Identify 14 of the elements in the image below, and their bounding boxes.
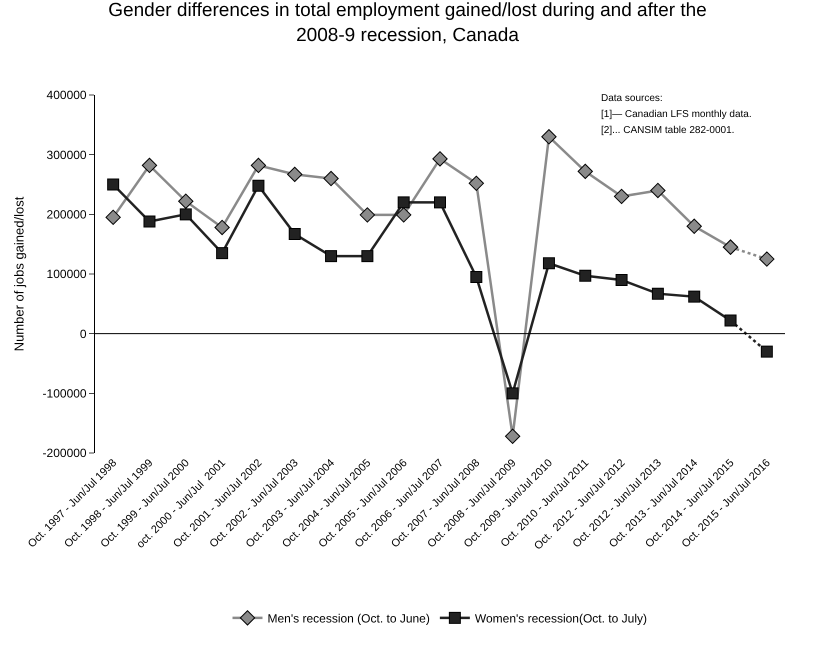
y-axis-title: Number of jobs gained/lost	[12, 196, 27, 352]
y-tick-label: 0	[80, 326, 87, 341]
y-tick-label: -200000	[42, 446, 87, 460]
y-tick-label: 300000	[46, 148, 87, 162]
y-tick-label: 400000	[46, 88, 87, 102]
y-tick-label: 200000	[46, 208, 87, 222]
chart-title: Gender differences in total employment gained/lost during and after the 2008-9 recession, Canada	[108, 0, 707, 46]
annotation: [1]— Canadian LFS monthly data.	[601, 109, 752, 120]
legend-label: Women's recession(Oct. to July)	[474, 612, 647, 626]
y-tick-label: -100000	[42, 386, 87, 401]
annotation: [2]... CANSIM table 282-0001.	[601, 125, 734, 136]
legend-label: Men's recession (Oct. to June)	[268, 612, 430, 626]
annotation: Data sources:	[601, 93, 663, 104]
y-tick-label: 100000	[46, 267, 87, 282]
